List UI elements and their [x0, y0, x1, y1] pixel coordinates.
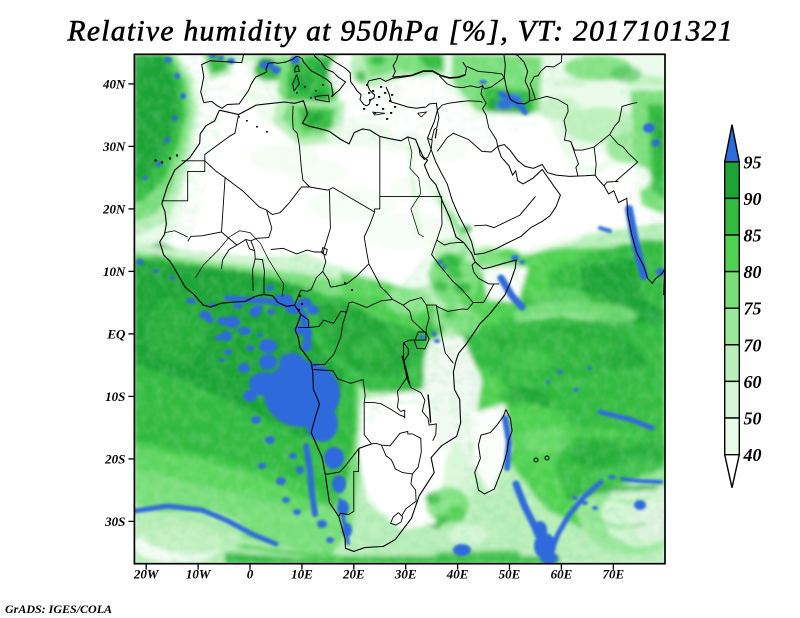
svg-text:10S: 10S — [105, 389, 125, 404]
svg-text:85: 85 — [744, 226, 762, 246]
svg-text:40N: 40N — [102, 76, 126, 91]
svg-text:75: 75 — [744, 299, 762, 319]
svg-text:50E: 50E — [499, 567, 521, 582]
svg-text:GrADS: IGES/COLA: GrADS: IGES/COLA — [5, 602, 112, 616]
svg-text:20W: 20W — [133, 567, 160, 582]
svg-text:40E: 40E — [446, 567, 469, 582]
svg-text:20E: 20E — [342, 567, 365, 582]
svg-text:10N: 10N — [103, 264, 126, 279]
svg-text:60: 60 — [744, 372, 762, 392]
svg-text:70E: 70E — [602, 567, 624, 582]
svg-text:80: 80 — [744, 262, 762, 282]
svg-text:40: 40 — [743, 445, 762, 465]
svg-text:95: 95 — [744, 152, 762, 172]
svg-text:70: 70 — [744, 335, 762, 355]
svg-text:20N: 20N — [102, 201, 126, 216]
svg-text:10E: 10E — [291, 567, 313, 582]
svg-text:30E: 30E — [394, 567, 417, 582]
svg-text:EQ: EQ — [106, 326, 126, 341]
svg-text:10W: 10W — [186, 567, 212, 582]
svg-text:90: 90 — [744, 189, 762, 209]
svg-text:Relative humidity at 950hPa [%: Relative humidity at 950hPa [%], VT: 201… — [67, 16, 733, 48]
svg-text:60E: 60E — [551, 567, 573, 582]
svg-text:0: 0 — [247, 567, 254, 582]
svg-text:30N: 30N — [102, 139, 126, 154]
svg-text:30S: 30S — [104, 514, 125, 529]
svg-text:20S: 20S — [104, 451, 125, 466]
svg-text:50: 50 — [744, 409, 762, 429]
